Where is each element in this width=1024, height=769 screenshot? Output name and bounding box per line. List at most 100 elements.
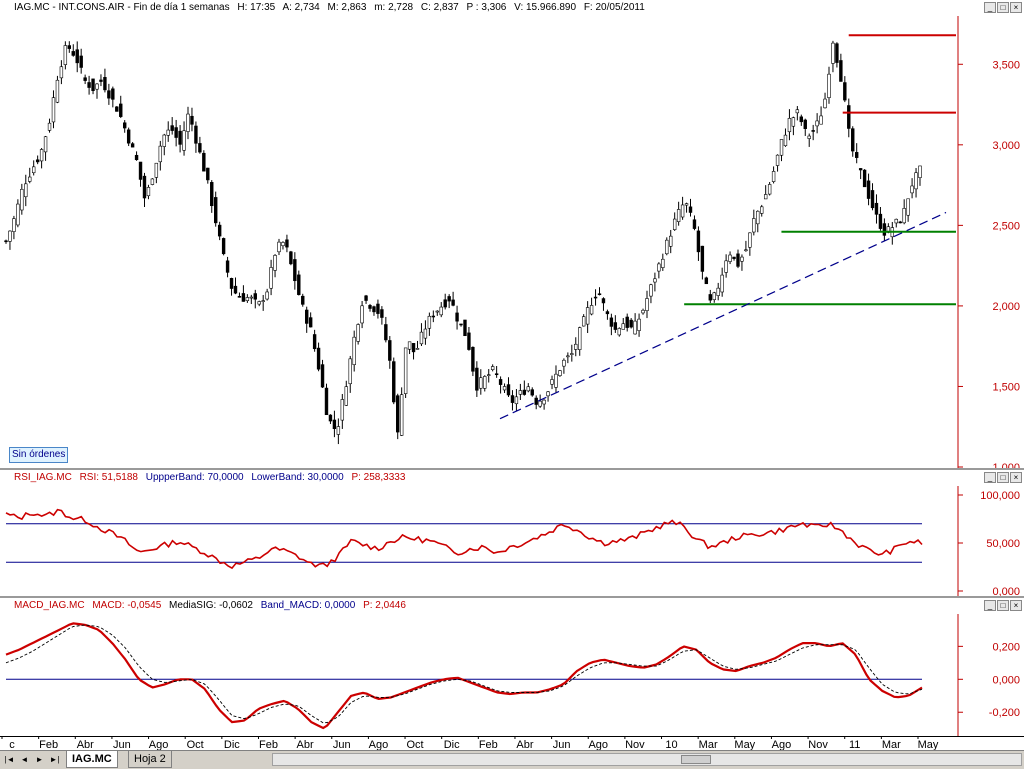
candle bbox=[119, 95, 123, 119]
candle bbox=[763, 185, 768, 200]
x-tick-label: Ago bbox=[588, 739, 608, 750]
candle bbox=[87, 75, 91, 95]
macd-panel-header: MACD_IAG.MC MACD: -0,0545 MediaSIG: -0,0… bbox=[0, 598, 1024, 614]
candle bbox=[823, 92, 827, 109]
rsi-chart[interactable]: 100,000 50,000 0,000 bbox=[0, 486, 1024, 596]
next-sheet-button[interactable]: ► bbox=[35, 755, 44, 764]
candle-body bbox=[558, 370, 562, 376]
candle-body bbox=[629, 319, 633, 328]
tab-hoja-2[interactable]: Hoja 2 bbox=[128, 751, 172, 768]
candle bbox=[570, 344, 574, 362]
candle-body bbox=[75, 49, 79, 64]
candle bbox=[237, 292, 242, 298]
macd-close-button[interactable]: × bbox=[1010, 600, 1022, 611]
candle-body bbox=[435, 310, 439, 313]
candle-body bbox=[870, 190, 875, 209]
candle bbox=[585, 301, 590, 334]
candle bbox=[273, 254, 277, 278]
macd-minimize-button[interactable]: _ bbox=[984, 600, 996, 611]
candle-body bbox=[554, 373, 558, 388]
candle bbox=[316, 342, 321, 372]
rsi-minimize-button[interactable]: _ bbox=[984, 472, 996, 483]
candle bbox=[534, 395, 538, 410]
macd-maximize-button[interactable]: □ bbox=[997, 600, 1009, 611]
candle bbox=[8, 230, 12, 250]
minimize-button[interactable]: _ bbox=[984, 2, 996, 13]
candle bbox=[514, 389, 519, 411]
candle bbox=[874, 194, 879, 224]
candle bbox=[12, 215, 16, 240]
candle-body bbox=[487, 374, 491, 376]
macd-chart[interactable]: 0,200 0,000 -0,200 bbox=[0, 614, 1024, 736]
candle bbox=[162, 133, 166, 156]
candle bbox=[811, 124, 815, 141]
x-tick-label: Jun bbox=[113, 739, 131, 750]
rsi-header-p: P: 258,3333 bbox=[351, 472, 406, 483]
candle-body bbox=[67, 45, 72, 49]
rsi-close-button[interactable]: × bbox=[1010, 472, 1022, 483]
price-y-tick-label: 1,000 bbox=[992, 462, 1020, 468]
candle bbox=[633, 313, 637, 335]
candle-body bbox=[530, 389, 534, 396]
candle-body bbox=[756, 210, 760, 225]
candle-body bbox=[336, 426, 341, 435]
candle bbox=[621, 318, 625, 330]
candle bbox=[344, 380, 348, 406]
candle bbox=[170, 117, 174, 135]
candle bbox=[95, 83, 99, 99]
candle bbox=[605, 309, 610, 320]
candle-body bbox=[344, 386, 348, 406]
candle bbox=[475, 361, 479, 397]
first-sheet-button[interactable]: |◄ bbox=[4, 755, 15, 764]
candle-body bbox=[570, 353, 574, 355]
candle bbox=[138, 161, 143, 187]
candle-body bbox=[894, 218, 898, 224]
candle-body bbox=[447, 296, 451, 302]
candle-body bbox=[823, 98, 827, 109]
candle-body bbox=[680, 204, 685, 218]
candle bbox=[439, 302, 443, 318]
candle-body bbox=[692, 219, 697, 229]
candle bbox=[403, 347, 408, 398]
pane-divider[interactable] bbox=[0, 468, 1024, 470]
candle-body bbox=[190, 115, 194, 125]
candle-body bbox=[407, 341, 412, 350]
scrollbar-thumb[interactable] bbox=[681, 755, 711, 764]
candle-body bbox=[542, 399, 546, 405]
candle-body bbox=[376, 303, 380, 314]
close-button[interactable]: × bbox=[1010, 2, 1022, 13]
candle bbox=[142, 172, 147, 208]
candle bbox=[51, 90, 56, 129]
rsi-maximize-button[interactable]: □ bbox=[997, 472, 1009, 483]
candle-body bbox=[396, 395, 400, 433]
prev-sheet-button[interactable]: ◄ bbox=[20, 755, 29, 764]
maximize-button[interactable]: □ bbox=[997, 2, 1009, 13]
last-sheet-button[interactable]: ►| bbox=[49, 755, 60, 764]
horizontal-scrollbar[interactable] bbox=[272, 753, 1022, 766]
candle-body bbox=[526, 386, 530, 392]
candle-body bbox=[744, 249, 748, 252]
candle-body bbox=[55, 79, 60, 103]
candle bbox=[16, 199, 20, 228]
candle-body bbox=[712, 292, 716, 300]
candle-body bbox=[787, 118, 792, 133]
candle bbox=[902, 199, 906, 225]
candle-body bbox=[748, 232, 752, 248]
pane-divider[interactable] bbox=[0, 596, 1024, 598]
candle bbox=[206, 167, 210, 184]
candle-body bbox=[59, 66, 64, 79]
candle bbox=[629, 318, 633, 329]
candle bbox=[297, 270, 301, 296]
price-panel-header: IAG.MC - INT.CONS.AIR - Fin de día 1 sem… bbox=[0, 0, 1024, 16]
x-tick-label: Mar bbox=[699, 739, 718, 750]
candle-body bbox=[463, 319, 467, 337]
header-close: C: 2,837 bbox=[420, 2, 459, 13]
tab-iag-mc[interactable]: IAG.MC bbox=[66, 751, 118, 768]
price-chart[interactable]: 1,000 1,500 2,000 2,500 3,000 3,500 bbox=[0, 16, 1024, 468]
x-tick-label: Ago bbox=[772, 739, 792, 750]
candle-body bbox=[273, 255, 277, 271]
candle bbox=[396, 393, 400, 440]
candle-body bbox=[795, 109, 800, 114]
x-tick-label: Feb bbox=[39, 739, 58, 750]
candle-body bbox=[8, 230, 12, 242]
